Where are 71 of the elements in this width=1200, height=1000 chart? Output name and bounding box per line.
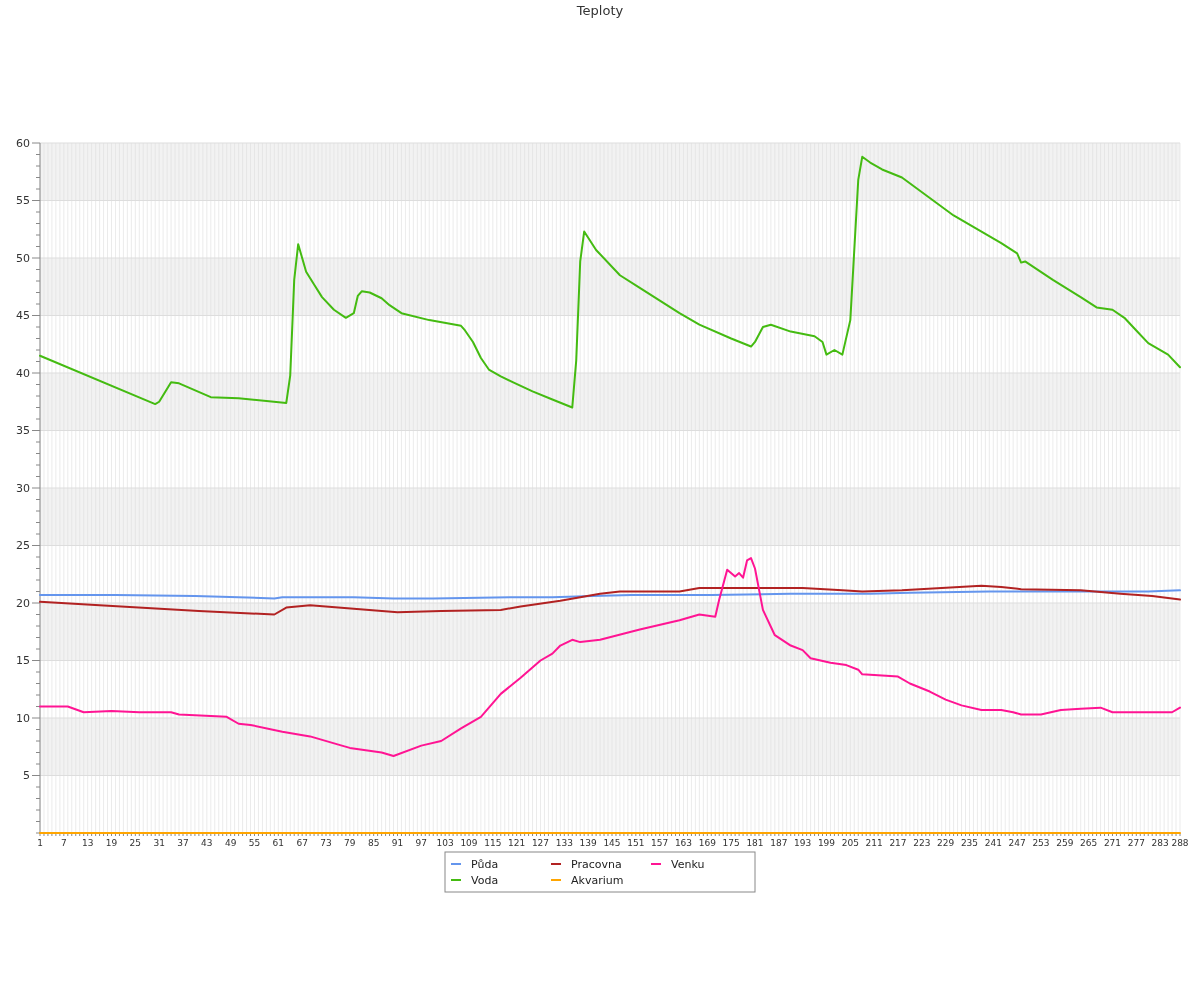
- x-tick-label: 139: [579, 838, 598, 848]
- x-tick-label: 103: [436, 838, 454, 848]
- x-tick-label: 175: [722, 838, 740, 848]
- x-tick-label: 211: [865, 838, 883, 848]
- x-tick-label: 151: [627, 838, 645, 848]
- y-tick-label: 25: [16, 539, 30, 553]
- x-tick-label: 37: [177, 838, 189, 848]
- y-tick-label: 45: [16, 309, 30, 323]
- x-tick-label: 115: [484, 838, 502, 848]
- x-tick-label: 193: [794, 838, 812, 848]
- x-tick-label: 25: [129, 838, 142, 848]
- legend-label: Voda: [471, 873, 499, 887]
- x-tick-label: 19: [105, 838, 118, 848]
- y-tick-label: 30: [16, 481, 30, 495]
- y-tick-label: 50: [16, 251, 30, 265]
- x-tick-label: 85: [367, 838, 380, 848]
- legend-label: Akvarium: [571, 873, 624, 887]
- y-tick-label: 10: [16, 711, 30, 725]
- x-tick-label: 277: [1127, 838, 1145, 848]
- x-tick-label: 271: [1103, 838, 1122, 848]
- x-tick-label: 31: [153, 838, 165, 848]
- x-tick-label: 288: [1171, 838, 1189, 848]
- x-tick-label: 43: [201, 838, 213, 848]
- x-tick-label: 187: [770, 838, 788, 848]
- line-series: [39, 589, 1181, 600]
- y-tick-label: 35: [16, 424, 30, 438]
- x-tick-label: 121: [508, 838, 526, 848]
- chart-title: Teploty: [575, 3, 624, 18]
- x-tick-label: 205: [841, 838, 859, 848]
- line-series: [39, 155, 1181, 409]
- x-tick-label: 157: [651, 838, 669, 848]
- x-tick-label: 265: [1080, 838, 1098, 848]
- x-tick-label: 181: [746, 838, 764, 848]
- x-tick-label: 109: [460, 838, 478, 848]
- x-tick-label: 61: [272, 838, 285, 848]
- y-tick-label: 20: [16, 596, 30, 610]
- x-tick-label: 91: [391, 838, 404, 848]
- y-tick-label: 15: [16, 654, 30, 668]
- x-tick-label: 49: [224, 838, 237, 848]
- y-tick-label: 40: [16, 366, 30, 380]
- y-tick-label: 5: [23, 769, 30, 783]
- x-tick-label: 223: [913, 838, 931, 848]
- x-tick-label: 73: [320, 838, 332, 848]
- x-tick-label: 229: [937, 838, 955, 848]
- line-series: [39, 557, 1181, 757]
- x-tick-label: 217: [889, 838, 907, 848]
- legend-label: Půda: [471, 857, 499, 871]
- y-tick-label: 55: [16, 194, 30, 208]
- y-tick-label: 60: [16, 136, 30, 150]
- x-tick-label: 163: [674, 838, 693, 848]
- x-tick-label: 283: [1151, 838, 1169, 848]
- x-tick-label: 7: [60, 838, 67, 848]
- legend-label: Venku: [671, 857, 705, 871]
- x-tick-label: 13: [81, 838, 94, 848]
- x-tick-label: 1: [37, 838, 43, 848]
- x-tick-label: 55: [248, 838, 261, 848]
- x-tick-label: 241: [984, 838, 1002, 848]
- x-tick-label: 127: [531, 838, 550, 848]
- x-tick-label: 199: [817, 838, 836, 848]
- x-tick-label: 67: [296, 838, 308, 848]
- legend-label: Pracovna: [571, 857, 622, 871]
- x-tick-label: 97: [415, 838, 428, 848]
- x-tick-label: 235: [960, 838, 979, 848]
- x-tick-label: 145: [603, 838, 621, 848]
- x-tick-label: 247: [1008, 838, 1026, 848]
- x-tick-label: 133: [555, 838, 573, 848]
- x-tick-label: 253: [1032, 838, 1050, 848]
- x-tick-label: 79: [344, 838, 356, 848]
- x-tick-label: 169: [698, 838, 717, 848]
- line-series: [39, 584, 1181, 616]
- x-tick-label: 259: [1056, 838, 1074, 848]
